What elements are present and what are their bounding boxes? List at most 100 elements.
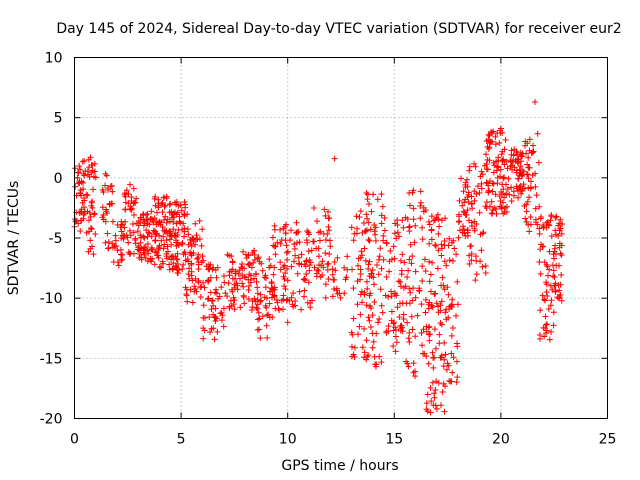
data-point xyxy=(550,267,557,274)
data-point xyxy=(91,168,98,175)
data-point xyxy=(370,191,377,198)
data-point xyxy=(523,150,530,157)
data-point xyxy=(464,194,471,201)
data-point xyxy=(184,226,191,233)
data-point xyxy=(430,354,437,361)
data-point xyxy=(130,229,137,236)
data-point xyxy=(334,254,341,261)
data-point xyxy=(392,348,399,355)
data-point xyxy=(331,259,338,266)
data-point xyxy=(290,303,297,310)
data-point xyxy=(517,163,524,170)
data-point xyxy=(88,199,95,206)
data-point xyxy=(461,199,468,206)
data-point xyxy=(264,334,271,341)
data-point xyxy=(246,261,253,268)
data-point xyxy=(291,241,298,248)
data-point xyxy=(365,314,372,321)
data-point xyxy=(361,349,368,356)
data-point xyxy=(277,240,284,247)
data-point xyxy=(235,270,242,277)
data-point xyxy=(375,271,382,278)
data-point xyxy=(200,302,207,309)
data-point xyxy=(291,245,298,252)
data-point xyxy=(293,219,300,226)
data-point xyxy=(552,214,559,221)
data-point xyxy=(324,266,331,273)
data-point xyxy=(376,353,383,360)
data-point xyxy=(156,263,163,270)
data-point xyxy=(189,299,196,306)
data-point xyxy=(170,226,177,233)
data-point xyxy=(428,398,435,405)
data-point xyxy=(489,210,496,217)
data-point xyxy=(148,208,155,215)
data-point xyxy=(240,248,247,255)
data-point xyxy=(427,384,434,391)
data-point xyxy=(118,228,125,235)
data-point xyxy=(174,250,181,257)
data-point xyxy=(356,214,363,221)
data-point xyxy=(372,361,379,368)
data-point xyxy=(390,243,397,250)
data-point xyxy=(353,213,360,220)
data-point xyxy=(482,263,489,270)
data-point xyxy=(466,163,473,170)
x-tick-label: 10 xyxy=(279,432,297,448)
data-point xyxy=(431,390,438,397)
data-point xyxy=(81,204,88,211)
data-point xyxy=(280,264,287,271)
data-point xyxy=(148,246,155,253)
data-point xyxy=(508,158,515,165)
data-point xyxy=(327,243,334,250)
data-point xyxy=(441,237,448,244)
data-point xyxy=(92,231,99,238)
y-tick-label: 5 xyxy=(54,111,63,127)
data-point xyxy=(122,218,129,225)
data-point xyxy=(87,213,94,220)
data-point xyxy=(348,343,355,350)
data-point xyxy=(486,203,493,210)
data-point xyxy=(539,243,546,250)
data-point xyxy=(166,261,173,268)
data-point xyxy=(553,262,560,269)
data-point xyxy=(164,248,171,255)
data-point xyxy=(461,230,468,237)
data-point xyxy=(267,262,274,269)
data-point xyxy=(464,207,471,214)
data-point xyxy=(322,281,329,288)
data-point xyxy=(306,231,313,238)
data-point xyxy=(453,251,460,258)
data-point xyxy=(412,333,419,340)
data-point xyxy=(526,147,533,154)
data-point xyxy=(107,183,114,190)
data-point xyxy=(402,283,409,290)
data-point xyxy=(483,205,490,212)
data-point xyxy=(160,194,167,201)
data-point xyxy=(546,266,553,273)
data-point xyxy=(379,309,386,316)
data-point xyxy=(466,167,473,174)
data-point xyxy=(288,227,295,234)
data-point xyxy=(433,405,440,412)
data-point xyxy=(166,236,173,243)
data-point xyxy=(313,245,320,252)
data-point xyxy=(466,217,473,224)
data-point xyxy=(424,391,431,398)
data-point xyxy=(558,271,565,278)
data-point xyxy=(523,171,530,178)
data-point xyxy=(80,186,87,193)
data-point xyxy=(551,273,558,280)
data-point xyxy=(404,274,411,281)
data-point xyxy=(397,278,404,285)
data-point xyxy=(378,191,385,198)
data-point xyxy=(296,288,303,295)
data-point xyxy=(526,194,533,201)
data-point xyxy=(515,175,522,182)
data-point xyxy=(200,257,207,264)
data-point xyxy=(259,267,266,274)
data-point xyxy=(504,165,511,172)
data-point xyxy=(155,252,162,259)
data-point xyxy=(501,146,508,153)
data-point xyxy=(173,220,180,227)
